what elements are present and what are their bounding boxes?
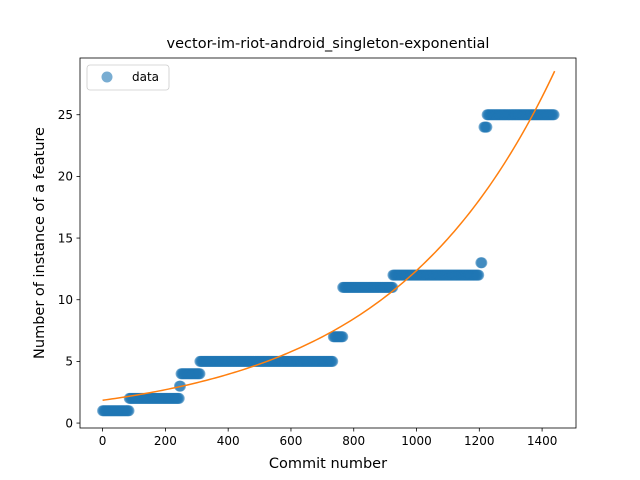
x-axis-label: Commit number	[269, 456, 387, 472]
y-axis-label: Number of instance of a feature	[32, 127, 48, 359]
data-segment	[478, 121, 493, 133]
data-point	[548, 109, 560, 121]
data-point	[123, 405, 135, 417]
y-tick-label: 15	[58, 231, 73, 245]
x-tick-label: 400	[217, 434, 240, 448]
data-segment	[337, 281, 399, 293]
data-segment	[123, 392, 185, 404]
y-tick-label: 0	[65, 416, 73, 430]
plot-area	[97, 70, 560, 417]
fit-line	[102, 70, 556, 401]
legend-label-data: data	[132, 70, 159, 84]
x-tick-label: 1400	[527, 434, 558, 448]
y-tick-label: 25	[58, 108, 73, 122]
x-tick-label: 1000	[401, 434, 432, 448]
data-segment	[475, 257, 488, 269]
axis-ticks: 0 200 400 600 800 1000 1200 1400 0 5 10 15 20 25	[58, 108, 558, 448]
data-point	[473, 269, 485, 281]
legend: data	[86, 64, 170, 91]
legend-marker-data	[101, 71, 113, 83]
y-tick-label: 20	[58, 170, 73, 184]
data-point	[194, 368, 206, 380]
x-tick-label: 200	[154, 434, 177, 448]
chart-title: vector-im-riot-android_singleton-exponen…	[167, 36, 490, 52]
data-point	[337, 331, 349, 343]
data-segment	[175, 368, 206, 380]
data-point	[327, 355, 339, 367]
legend-frame	[86, 64, 170, 91]
data-point	[387, 281, 399, 293]
data-segment	[481, 109, 560, 121]
x-tick-label: 0	[99, 434, 107, 448]
y-tick-label: 10	[58, 293, 73, 307]
data-segment	[327, 331, 349, 343]
data-point	[476, 257, 488, 269]
data-point	[173, 392, 185, 404]
axes-frame	[79, 57, 577, 429]
y-tick-label: 5	[65, 355, 73, 369]
data-point	[481, 121, 493, 133]
x-tick-label: 600	[280, 434, 303, 448]
x-tick-label: 800	[342, 434, 365, 448]
data-segment	[97, 405, 135, 417]
x-tick-label: 1200	[464, 434, 495, 448]
data-segment	[387, 269, 485, 281]
